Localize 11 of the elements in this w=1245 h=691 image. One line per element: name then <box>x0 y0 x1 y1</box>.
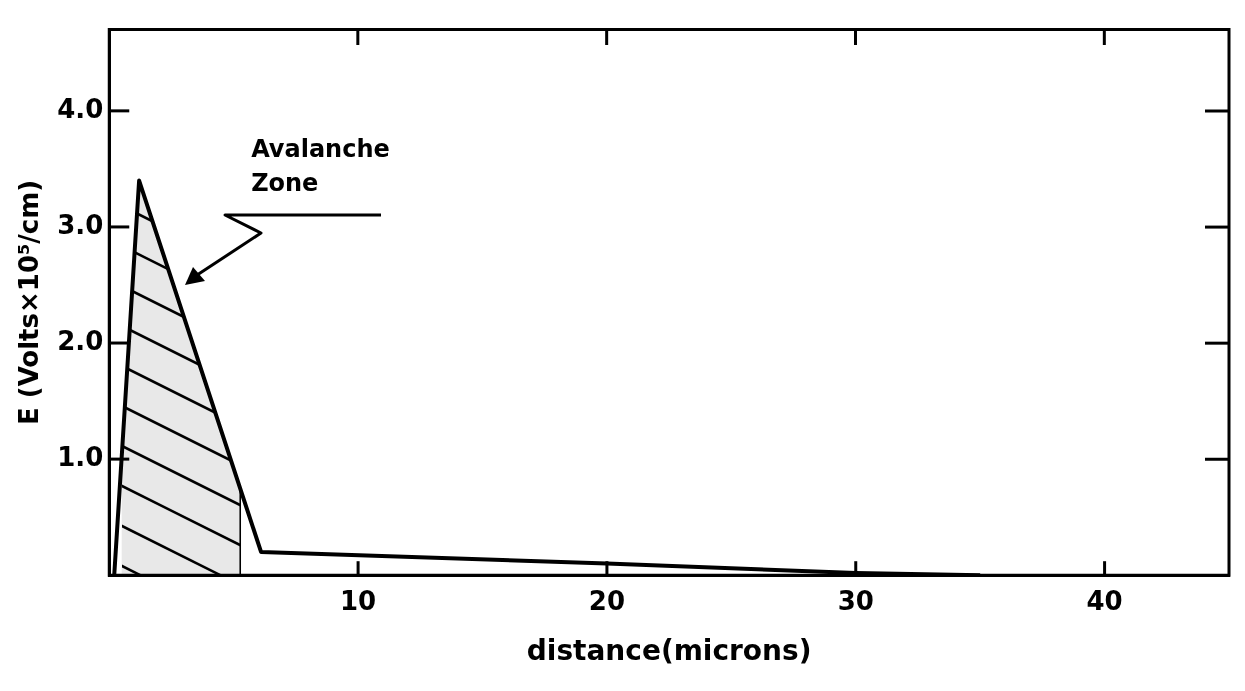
y-tick-label: 3.0 <box>57 209 104 240</box>
y-tick-label: 1.0 <box>57 441 104 472</box>
x-tick-label: 10 <box>340 585 377 616</box>
y-axis-title: E (Volts×10⁵/cm) <box>14 179 45 426</box>
x-axis-title: distance(microns) <box>526 634 812 668</box>
band-label: Avalanche Zone <box>251 135 390 198</box>
x-tick-label: 30 <box>837 585 874 616</box>
y-tick-label: 2.0 <box>57 325 104 356</box>
x-tick-label: 40 <box>1086 585 1123 616</box>
y-tick-label: 4.0 <box>57 93 104 124</box>
x-tick-label: 20 <box>588 585 626 616</box>
